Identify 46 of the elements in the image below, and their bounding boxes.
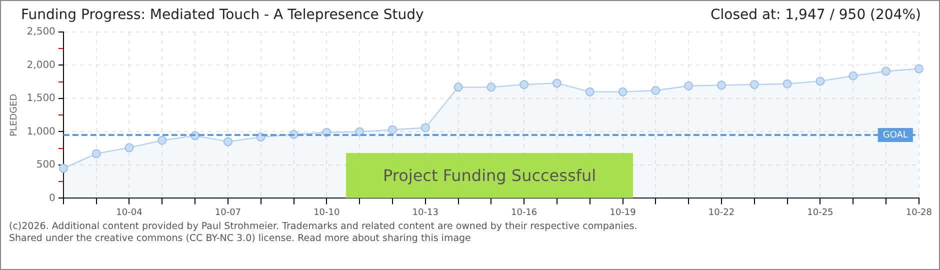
x-tick-label: 10-16	[511, 208, 538, 218]
point	[914, 64, 924, 74]
point	[520, 80, 529, 90]
point	[388, 125, 397, 134]
ref-line-label: GOAL	[882, 130, 908, 140]
point	[585, 87, 594, 96]
chart-subtitle: Closed at: 1,947 / 950 (204%)	[710, 7, 921, 23]
text: Shared under the creative commons (CC BY-NC 3.0) license. Read more about sharing this image	[9, 233, 472, 245]
point	[618, 87, 628, 96]
point	[355, 127, 364, 136]
y-tick-label: 500	[36, 160, 56, 171]
x-tick-label: 10-19	[610, 208, 636, 218]
point	[848, 71, 858, 80]
y-tick-label: 1,500	[26, 93, 56, 104]
point	[684, 81, 694, 90]
point	[158, 136, 167, 145]
x-tick-label: 10-07	[214, 208, 242, 218]
x-tick-label: 10-25	[807, 208, 834, 218]
chart-title: Funding Progress: Mediated Touch - A Telepresence Study	[21, 7, 424, 23]
point	[420, 123, 430, 132]
point	[58, 164, 68, 173]
y-axis-title: PLEDGED	[10, 94, 20, 136]
point	[651, 86, 660, 96]
point	[486, 82, 496, 92]
point	[782, 79, 792, 88]
point	[552, 78, 562, 88]
x-tick-label: 10-13	[412, 208, 438, 218]
point	[454, 82, 463, 92]
x-tick-label: 10-10	[314, 208, 340, 218]
point	[882, 66, 891, 76]
point	[92, 149, 101, 158]
annotation: Project Funding Successful	[382, 166, 596, 186]
y-tick-label: 2,500	[26, 26, 56, 38]
point	[750, 80, 759, 90]
x-tick-label: 10-04	[116, 208, 143, 218]
x-tick-label: 10-22	[708, 208, 735, 218]
point	[223, 137, 232, 146]
x-tick-label: 10-28	[906, 208, 932, 218]
y-tick-label: 1,000	[26, 126, 56, 138]
point	[717, 80, 726, 90]
point	[816, 76, 825, 86]
point	[124, 143, 134, 152]
y-tick-label: 2,000	[26, 60, 56, 71]
y-tick-label: 0	[49, 192, 56, 204]
success-banner: Project Funding Successful	[346, 153, 633, 198]
text: (c)2026. Additional content provided by Paul Strohmeier. Trademarks and related content are owned by their respective companies.	[9, 221, 638, 233]
